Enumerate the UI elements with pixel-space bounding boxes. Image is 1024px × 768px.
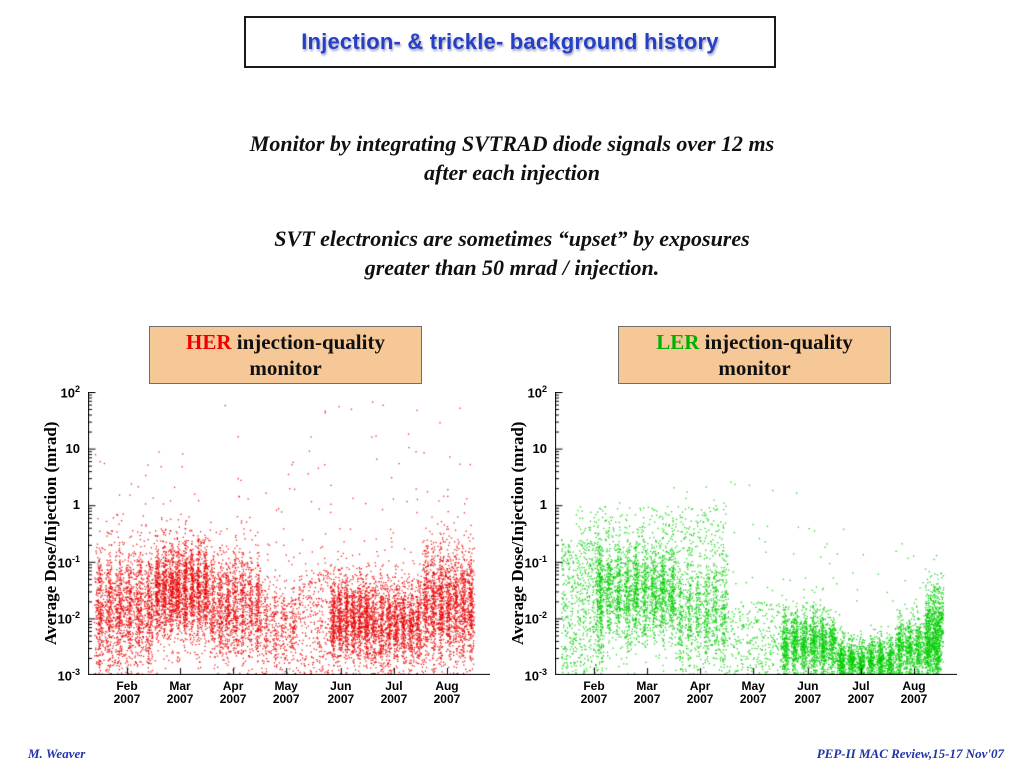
her-y-tick-5: 10-3 (57, 667, 80, 684)
ler-x-tick-apr: Apr 2007 (686, 679, 714, 706)
ler-x-tick-jul: Jul 2007 (847, 679, 875, 706)
her-x-tick-mar: Mar 2007 (166, 679, 194, 706)
page-title: Injection- & trickle- background history (301, 29, 719, 54)
her-y-axis-label: Average Dose/Injection (mrad) (41, 421, 60, 646)
her-y-tick-3: 10-1 (57, 553, 80, 571)
her-monitor-label-box: HER injection-quality monitor (149, 326, 422, 384)
her-x-tick-jul: Jul 2007 (380, 679, 408, 706)
ler-x-tick-aug: Aug 2007 (900, 679, 928, 706)
body-text-block: Monitor by integrating SVTRAD diode sign… (0, 129, 1024, 282)
body-line-2: after each injection (424, 160, 600, 185)
her-accent-text: HER (186, 330, 232, 354)
her-y-tick-1: 10 (65, 440, 80, 456)
her-x-tick-may: May 2007 (272, 679, 300, 706)
ler-y-tick-5: 10-3 (524, 667, 547, 684)
title-box: Injection- & trickle- background history (244, 16, 776, 68)
ler-y-axis-label: Average Dose/Injection (mrad) (508, 421, 527, 646)
her-y-tick-0: 102 (60, 384, 80, 401)
ler-label-line2: monitor (718, 356, 791, 380)
ler-x-tick-jun: Jun 2007 (794, 679, 822, 706)
ler-x-tick-mar: Mar 2007 (633, 679, 661, 706)
ler-accent-text: LER (656, 330, 700, 354)
body-line-1: Monitor by integrating SVTRAD diode sign… (249, 131, 775, 156)
footer-conference: PEP-II MAC Review,15-17 Nov'07 (816, 746, 1004, 761)
her-x-tick-feb: Feb 2007 (113, 679, 141, 706)
ler-scatter-chart: Average Dose/Injection (mrad) 102 10 1 10-1 1… (503, 382, 968, 712)
body-line-3: SVT electronics are sometimes “upset” by… (274, 226, 750, 251)
her-label-line1: HER injection-quality (186, 329, 385, 355)
her-y-tick-4: 10-2 (57, 610, 80, 627)
ler-label-line1: LER injection-quality (656, 329, 853, 355)
her-scatter-chart: Average Dose/Injection (mrad) 102 10 1 10-1 1… (36, 382, 501, 712)
ler-x-tick-feb: Feb 2007 (580, 679, 608, 706)
her-x-tick-aug: Aug 2007 (433, 679, 461, 706)
ler-monitor-label-box: LER injection-quality monitor (618, 326, 891, 384)
ler-y-tick-0: 102 (527, 384, 547, 401)
her-scatter-plot (88, 392, 490, 675)
ler-x-tick-may: May 2007 (739, 679, 767, 706)
her-label-line2: monitor (249, 356, 322, 380)
footer-author: M. Weaver (28, 746, 86, 761)
ler-label-rest: injection-quality (699, 330, 853, 354)
ler-y-tick-3: 10-1 (524, 553, 547, 571)
ler-y-tick-4: 10-2 (524, 610, 547, 627)
her-x-tick-apr: Apr 2007 (219, 679, 247, 706)
ler-y-tick-2: 1 (539, 497, 547, 513)
body-line-4: greater than 50 mrad / injection. (364, 255, 660, 280)
ler-scatter-plot (555, 392, 957, 675)
her-label-rest: injection-quality (231, 330, 385, 354)
her-y-tick-2: 1 (72, 497, 80, 513)
ler-y-tick-1: 10 (532, 440, 547, 456)
body-gap (0, 187, 1024, 224)
her-x-tick-jun: Jun 2007 (327, 679, 355, 706)
